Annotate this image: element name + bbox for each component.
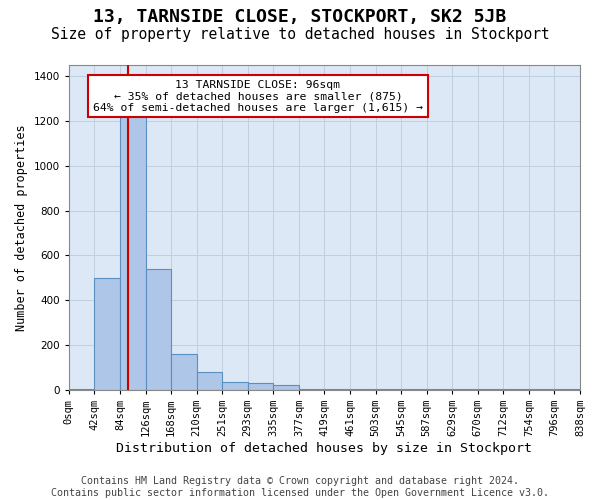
Bar <box>503 389 529 390</box>
Text: Size of property relative to detached houses in Stockport: Size of property relative to detached ho… <box>50 28 550 42</box>
Bar <box>529 389 554 390</box>
Bar <box>401 389 427 390</box>
Bar <box>478 389 503 390</box>
Bar <box>273 386 299 390</box>
Bar <box>376 389 401 390</box>
Bar <box>299 389 325 390</box>
Text: 13, TARNSIDE CLOSE, STOCKPORT, SK2 5JB: 13, TARNSIDE CLOSE, STOCKPORT, SK2 5JB <box>94 8 506 26</box>
Bar <box>427 389 452 390</box>
Bar <box>325 389 350 390</box>
Bar <box>171 354 197 390</box>
Bar <box>197 372 222 390</box>
Bar <box>554 389 580 390</box>
Text: Contains HM Land Registry data © Crown copyright and database right 2024.
Contai: Contains HM Land Registry data © Crown c… <box>51 476 549 498</box>
Bar <box>120 88 146 390</box>
Bar <box>94 278 120 390</box>
Bar <box>452 389 478 390</box>
Text: 13 TARNSIDE CLOSE: 96sqm
← 35% of detached houses are smaller (875)
64% of semi-: 13 TARNSIDE CLOSE: 96sqm ← 35% of detach… <box>93 80 423 113</box>
Bar <box>248 383 273 390</box>
Bar <box>146 269 171 390</box>
Bar <box>69 389 94 390</box>
Bar <box>222 382 248 390</box>
X-axis label: Distribution of detached houses by size in Stockport: Distribution of detached houses by size … <box>116 442 532 455</box>
Bar <box>350 389 376 390</box>
Y-axis label: Number of detached properties: Number of detached properties <box>15 124 28 331</box>
